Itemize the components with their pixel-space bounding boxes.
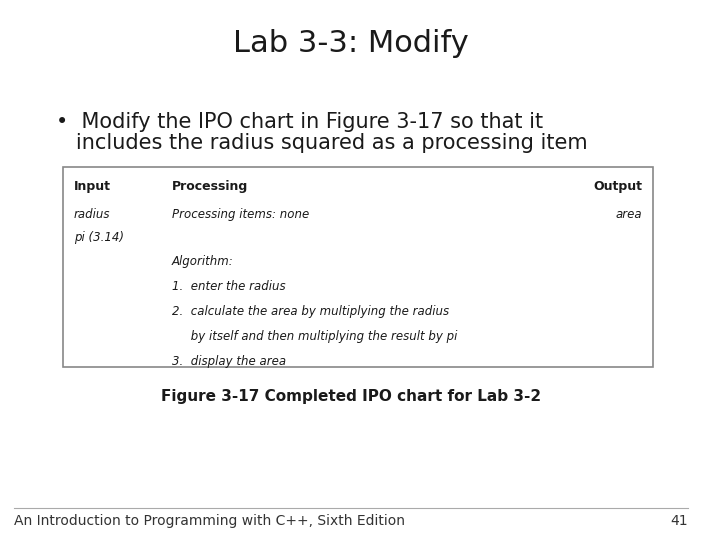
Text: An Introduction to Programming with C++, Sixth Edition: An Introduction to Programming with C++,… <box>14 514 405 528</box>
Text: Output: Output <box>593 180 642 193</box>
Text: radius: radius <box>73 208 110 221</box>
Text: by itself and then multiplying the result by pi: by itself and then multiplying the resul… <box>172 330 457 343</box>
Text: 41: 41 <box>670 514 688 528</box>
Text: Algorithm:: Algorithm: <box>172 255 234 268</box>
Text: 2.  calculate the area by multiplying the radius: 2. calculate the area by multiplying the… <box>172 305 449 318</box>
FancyBboxPatch shape <box>63 167 652 367</box>
Text: •  Modify the IPO chart in Figure 3-17 so that it: • Modify the IPO chart in Figure 3-17 so… <box>56 111 544 132</box>
Text: Processing: Processing <box>172 180 248 193</box>
Text: includes the radius squared as a processing item: includes the radius squared as a process… <box>56 133 588 153</box>
Text: Processing items: none: Processing items: none <box>172 208 309 221</box>
Text: area: area <box>616 208 642 221</box>
Text: Lab 3-3: Modify: Lab 3-3: Modify <box>233 29 469 58</box>
Text: 3.  display the area: 3. display the area <box>172 355 286 368</box>
Text: pi (3.14): pi (3.14) <box>73 231 124 244</box>
Text: Input: Input <box>73 180 111 193</box>
Text: 1.  enter the radius: 1. enter the radius <box>172 280 286 293</box>
Text: Figure 3-17 Completed IPO chart for Lab 3-2: Figure 3-17 Completed IPO chart for Lab … <box>161 389 541 404</box>
